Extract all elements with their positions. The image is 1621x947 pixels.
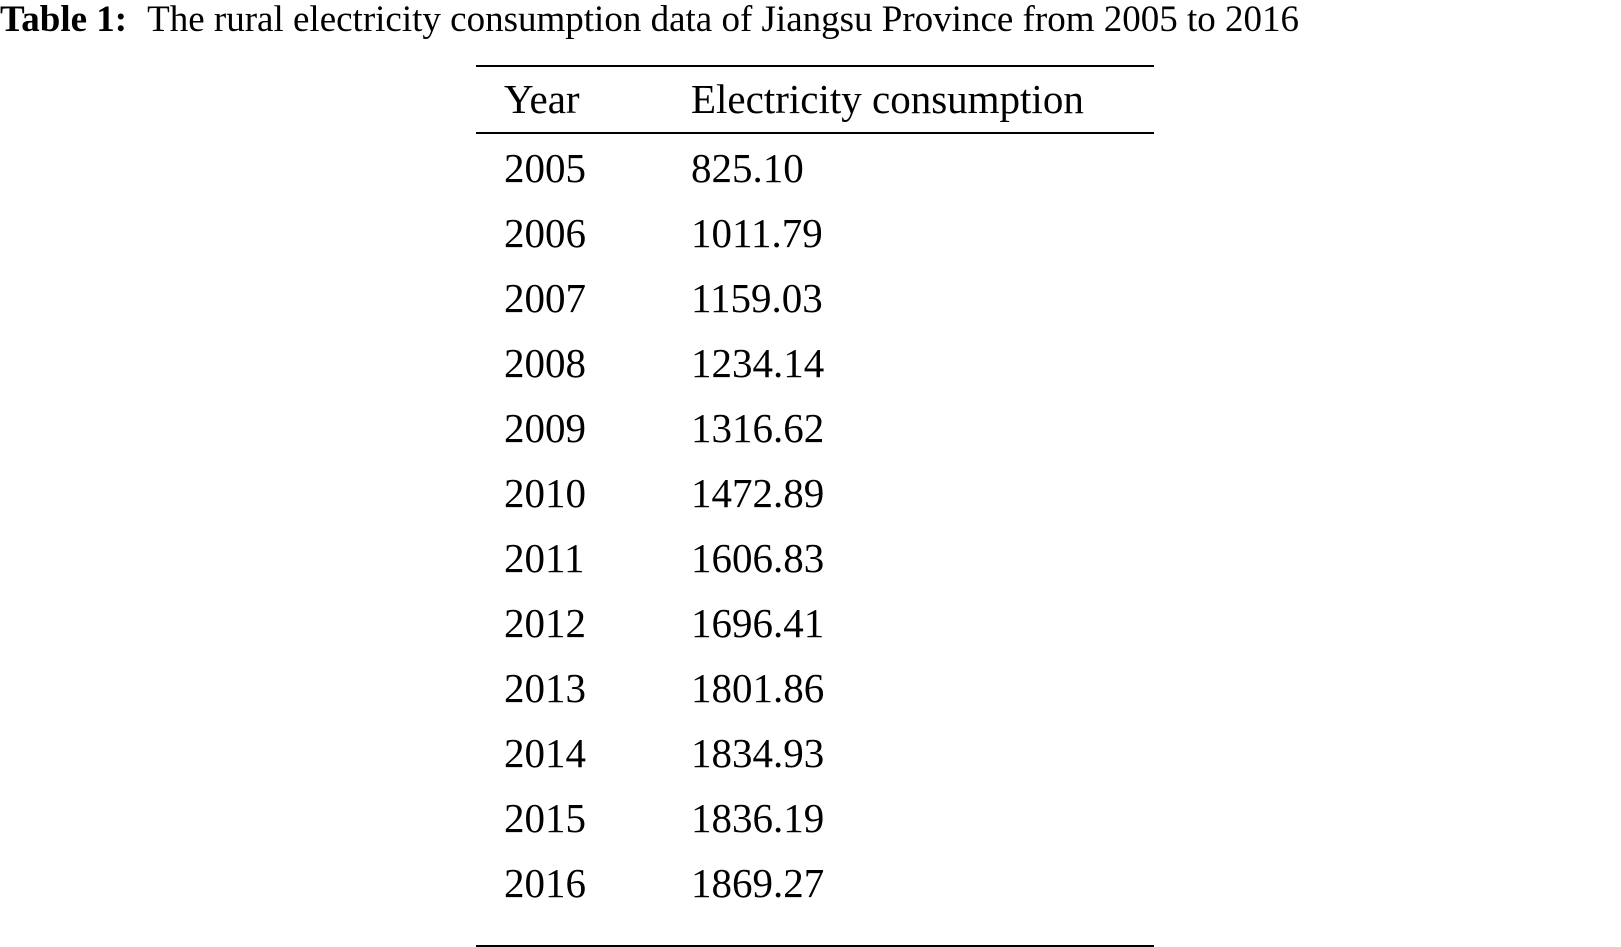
cell-year: 2008 [504,340,586,386]
table-row: 2016 1869.27 [476,860,1154,906]
cell-year: 2014 [504,730,586,776]
table-header-row: Year Electricity consumption [476,76,1154,122]
table-header-rule [476,132,1154,134]
cell-year: 2015 [504,795,586,841]
table-row: 2014 1834.93 [476,730,1154,776]
cell-year: 2012 [504,600,586,646]
table-caption-text: The rural electricity consumption data o… [147,0,1300,40]
cell-electricity-consumption: 825.10 [691,145,804,191]
table-caption: Table 1: The rural electricity consumptio… [0,0,1621,40]
table-row: 2015 1836.19 [476,795,1154,841]
cell-year: 2006 [504,210,586,256]
cell-electricity-consumption: 1801.86 [691,665,825,711]
cell-year: 2009 [504,405,586,451]
header-electricity-consumption: Electricity consumption [691,76,1084,122]
header-year: Year [504,76,580,122]
table-top-rule [476,65,1154,67]
table-row: 2013 1801.86 [476,665,1154,711]
cell-year: 2010 [504,470,586,516]
table-caption-label: Table 1: [0,0,128,40]
cell-electricity-consumption: 1234.14 [691,340,825,386]
cell-electricity-consumption: 1836.19 [691,795,825,841]
table-row: 2010 1472.89 [476,470,1154,516]
cell-electricity-consumption: 1606.83 [691,535,825,581]
table-row: 2008 1234.14 [476,340,1154,386]
cell-electricity-consumption: 1011.79 [691,210,823,256]
table-row: 2006 1011.79 [476,210,1154,256]
table-row: 2012 1696.41 [476,600,1154,646]
cell-electricity-consumption: 1472.89 [691,470,825,516]
table-row: 2011 1606.83 [476,535,1154,581]
table-row: 2005 825.10 [476,145,1154,191]
cell-year: 2013 [504,665,586,711]
cell-electricity-consumption: 1696.41 [691,600,825,646]
cell-year: 2016 [504,860,586,906]
cell-year: 2011 [504,535,585,581]
cell-electricity-consumption: 1869.27 [691,860,825,906]
cell-year: 2005 [504,145,586,191]
cell-electricity-consumption: 1316.62 [691,405,825,451]
table-row: 2007 1159.03 [476,275,1154,321]
cell-year: 2007 [504,275,586,321]
cell-electricity-consumption: 1159.03 [691,275,823,321]
table-row: 2009 1316.62 [476,405,1154,451]
cell-electricity-consumption: 1834.93 [691,730,825,776]
